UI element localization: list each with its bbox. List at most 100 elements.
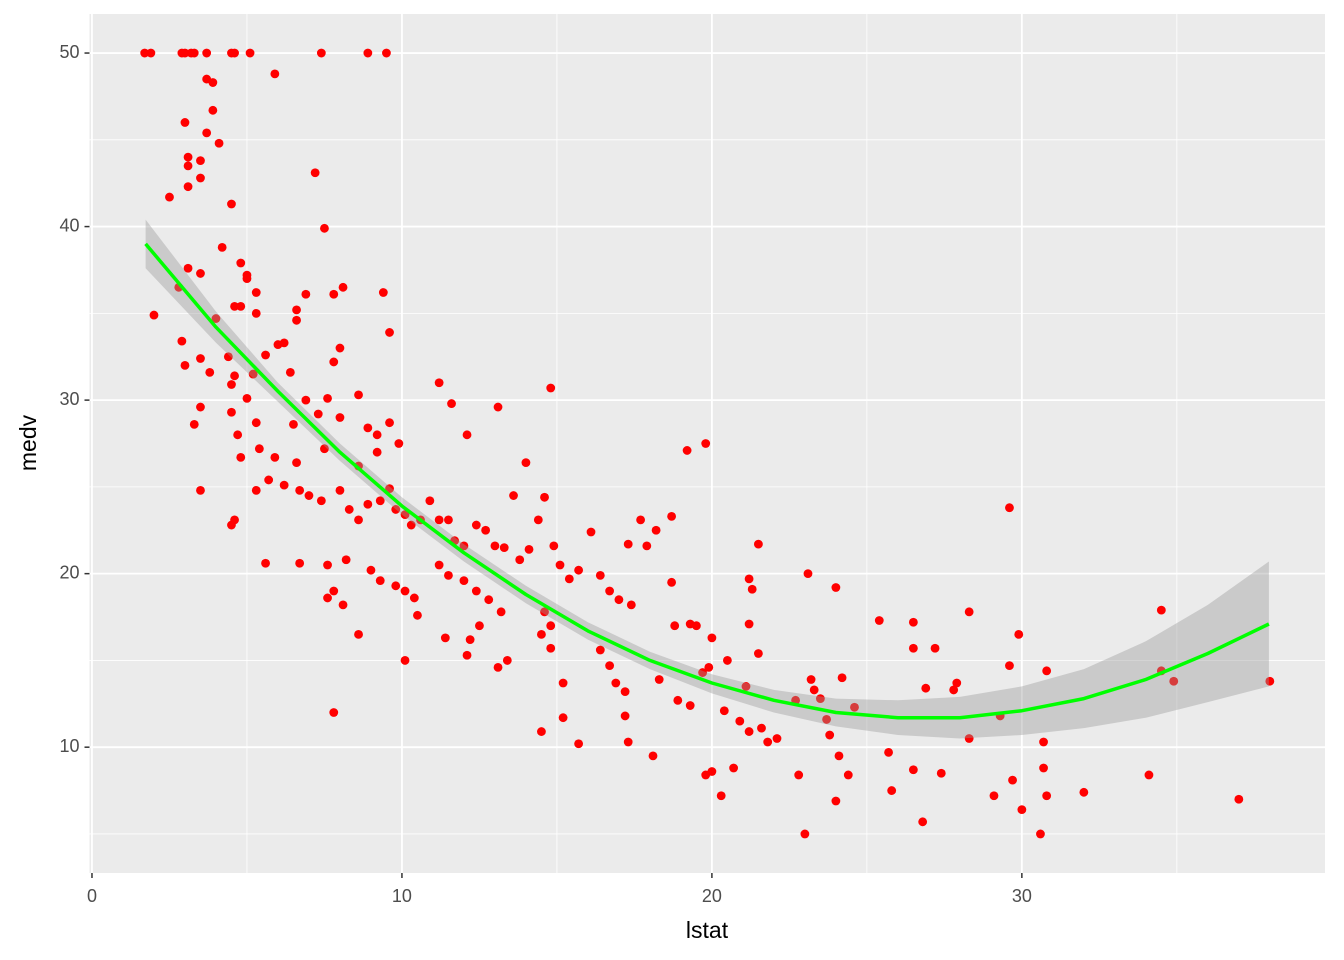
point	[279, 338, 289, 348]
point	[1156, 605, 1166, 615]
point	[1144, 770, 1154, 780]
point	[251, 485, 261, 495]
y-tick-label: 40	[59, 215, 79, 235]
point	[698, 668, 708, 677]
point	[292, 315, 301, 325]
point	[335, 343, 345, 353]
point	[794, 770, 804, 780]
point	[502, 656, 512, 665]
y-axis-title: medv	[15, 414, 41, 471]
point	[236, 452, 246, 462]
point	[375, 576, 385, 585]
point	[196, 156, 205, 166]
point	[834, 751, 844, 761]
point	[509, 491, 518, 500]
point	[323, 560, 332, 570]
point	[196, 173, 205, 183]
point	[310, 168, 320, 178]
point	[465, 635, 475, 644]
point	[952, 678, 962, 688]
point	[825, 730, 835, 740]
point	[949, 685, 959, 695]
point	[354, 390, 363, 400]
point	[459, 541, 469, 551]
point	[806, 675, 816, 684]
point	[230, 371, 239, 381]
point	[471, 586, 481, 596]
point	[481, 525, 491, 535]
point	[230, 48, 239, 58]
point	[815, 694, 825, 703]
point	[546, 383, 556, 393]
point	[800, 829, 810, 839]
point	[292, 305, 301, 315]
point	[574, 739, 584, 749]
point	[385, 328, 394, 337]
point	[887, 786, 897, 795]
point	[701, 439, 711, 448]
point	[183, 182, 193, 192]
point	[611, 678, 621, 688]
point	[320, 223, 329, 233]
point	[440, 633, 450, 643]
point	[753, 539, 763, 549]
point	[843, 770, 853, 780]
point	[1234, 794, 1244, 804]
point	[264, 475, 274, 485]
point	[757, 723, 766, 733]
point	[753, 649, 763, 658]
point	[1042, 791, 1052, 801]
point	[462, 650, 472, 660]
point	[251, 308, 261, 318]
point	[614, 595, 624, 605]
point	[667, 511, 677, 521]
point	[292, 458, 301, 467]
point	[716, 791, 726, 801]
point	[236, 258, 246, 268]
point	[363, 423, 373, 433]
point	[180, 361, 190, 370]
point	[850, 702, 859, 712]
point	[772, 734, 782, 743]
point	[1039, 763, 1048, 773]
point	[763, 737, 773, 747]
point	[884, 747, 893, 757]
point	[261, 350, 270, 360]
point	[196, 485, 205, 495]
y-tick-label: 10	[59, 736, 79, 756]
point	[447, 399, 456, 408]
point	[744, 727, 754, 736]
point	[335, 413, 345, 422]
point	[385, 418, 394, 428]
point	[289, 420, 298, 429]
point	[651, 525, 661, 535]
point	[484, 595, 494, 605]
point	[1036, 829, 1045, 839]
point	[1017, 805, 1027, 815]
point	[409, 593, 419, 603]
x-tick-label: 0	[87, 886, 97, 906]
point	[338, 600, 348, 610]
point	[295, 558, 305, 568]
y-tick-label: 50	[59, 42, 79, 62]
point	[1039, 737, 1048, 747]
point	[304, 491, 314, 500]
point	[564, 574, 574, 584]
point	[605, 661, 615, 671]
point	[1042, 666, 1052, 676]
point	[444, 570, 453, 580]
point	[183, 161, 193, 171]
point	[1014, 629, 1024, 639]
point	[363, 499, 373, 509]
point	[245, 48, 255, 58]
point	[595, 570, 605, 580]
point	[230, 302, 239, 311]
point	[391, 581, 401, 591]
point	[574, 565, 584, 575]
x-axis-title: lstat	[686, 917, 729, 943]
point	[964, 607, 974, 617]
point	[533, 515, 543, 525]
point	[837, 673, 847, 683]
point	[233, 430, 243, 440]
point	[546, 621, 556, 631]
